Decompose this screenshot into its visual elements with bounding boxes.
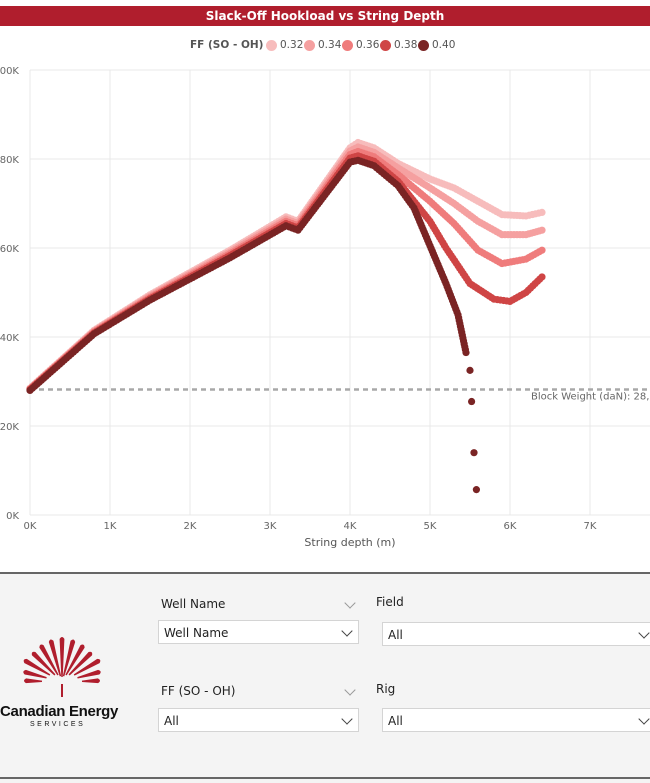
- y-tick-label: 60K: [0, 244, 19, 255]
- logo-ray: [68, 651, 93, 676]
- data-point: [472, 486, 480, 494]
- logo-ray: [81, 678, 100, 684]
- y-tick-label: 100K: [0, 66, 19, 77]
- well-name-dropdown[interactable]: Well Name: [158, 620, 359, 644]
- chevron-down-icon: [341, 625, 353, 637]
- logo-ray: [77, 669, 101, 679]
- x-axis-label: String depth (m): [304, 536, 395, 549]
- legend-label: 0.34: [318, 39, 342, 51]
- data-point: [468, 397, 476, 406]
- logo-ray: [48, 639, 62, 677]
- block-weight-label: Block Weight (daN): 28,2: [531, 392, 650, 403]
- ff-slicer-label: FF (SO - OH): [161, 684, 236, 698]
- logo-ray: [24, 678, 43, 684]
- legend-item[interactable]: 0.32: [266, 38, 303, 52]
- legend-item[interactable]: 0.36: [342, 38, 379, 52]
- rig-slicer-label: Rig: [376, 682, 396, 696]
- x-tick-label: 6K: [504, 521, 517, 532]
- x-tick-label: 7K: [584, 521, 597, 532]
- legend-label: 0.38: [394, 39, 418, 51]
- legend-dot-icon: [418, 39, 429, 51]
- logo-ray: [31, 651, 56, 676]
- ff-dropdown[interactable]: All: [158, 708, 359, 732]
- logo-ray: [65, 644, 85, 676]
- x-tick-label: 2K: [184, 521, 197, 532]
- legend-title: FF (SO - OH): [190, 39, 264, 51]
- field-dropdown-value: All: [388, 628, 403, 642]
- y-tick-label: 20K: [0, 422, 19, 433]
- logo-ray: [59, 637, 65, 677]
- logo-company-sub: SERVICES: [30, 721, 86, 728]
- x-tick-label: 4K: [344, 521, 357, 532]
- data-point: [470, 449, 478, 457]
- well-name-slicer-label: Well Name: [161, 597, 226, 611]
- legend-dot-icon: [380, 39, 391, 51]
- data-point: [538, 208, 546, 216]
- x-tick-label: 3K: [264, 521, 277, 532]
- x-tick-label: 1K: [104, 521, 117, 532]
- chart-title: Slack-Off Hookload vs String Depth: [0, 6, 650, 26]
- legend-dot-icon: [266, 39, 277, 51]
- logo-ray: [39, 644, 59, 676]
- logo-ray: [23, 669, 47, 679]
- legend-dot-icon: [342, 39, 353, 51]
- well-name-dropdown-value: Well Name: [164, 626, 229, 640]
- logo-ray: [73, 658, 101, 676]
- data-point: [538, 246, 546, 254]
- rig-dropdown-value: All: [388, 714, 403, 728]
- y-tick-label: 0K: [6, 511, 19, 522]
- data-point: [466, 366, 474, 374]
- ff-dropdown-value: All: [164, 714, 179, 728]
- chart-legend: FF (SO - OH) 0.32 0.34 0.36 0.38 0.40: [0, 37, 650, 53]
- x-tick-label: 5K: [424, 521, 437, 532]
- logo-stem: [61, 684, 63, 697]
- legend-item[interactable]: 0.40: [418, 38, 455, 52]
- filter-panel: [0, 574, 650, 783]
- field-dropdown[interactable]: All: [382, 622, 650, 646]
- rig-dropdown[interactable]: All: [382, 708, 650, 732]
- x-tick-label: 0K: [24, 521, 37, 532]
- legend-label: 0.32: [280, 39, 304, 51]
- legend-item[interactable]: 0.38: [380, 38, 417, 52]
- legend-label: 0.40: [432, 39, 456, 51]
- canadian-energy-logo-icon: [23, 637, 101, 697]
- panel-divider: [0, 572, 650, 574]
- data-point: [462, 348, 470, 357]
- panel-bottom-border: [0, 777, 650, 779]
- logo-company-name: Canadian Energy: [0, 703, 119, 720]
- chevron-down-icon: [341, 713, 353, 725]
- legend-dot-icon: [304, 39, 315, 51]
- data-point: [538, 273, 546, 281]
- chevron-down-icon: [638, 627, 650, 639]
- y-tick-label: 80K: [0, 155, 19, 166]
- logo-ray: [62, 639, 76, 677]
- logo-ray: [23, 658, 51, 676]
- legend-label: 0.36: [356, 39, 380, 51]
- legend-item[interactable]: 0.34: [304, 38, 341, 52]
- chevron-down-icon: [638, 713, 650, 725]
- hookload-chart: 0K 1K 2K 3K 4K 5K 6K 7K 0K 20K 40K 60K 80K 100K String…: [0, 66, 650, 549]
- data-point: [538, 226, 546, 234]
- field-slicer-label: Field: [376, 595, 404, 609]
- y-tick-label: 40K: [0, 333, 19, 344]
